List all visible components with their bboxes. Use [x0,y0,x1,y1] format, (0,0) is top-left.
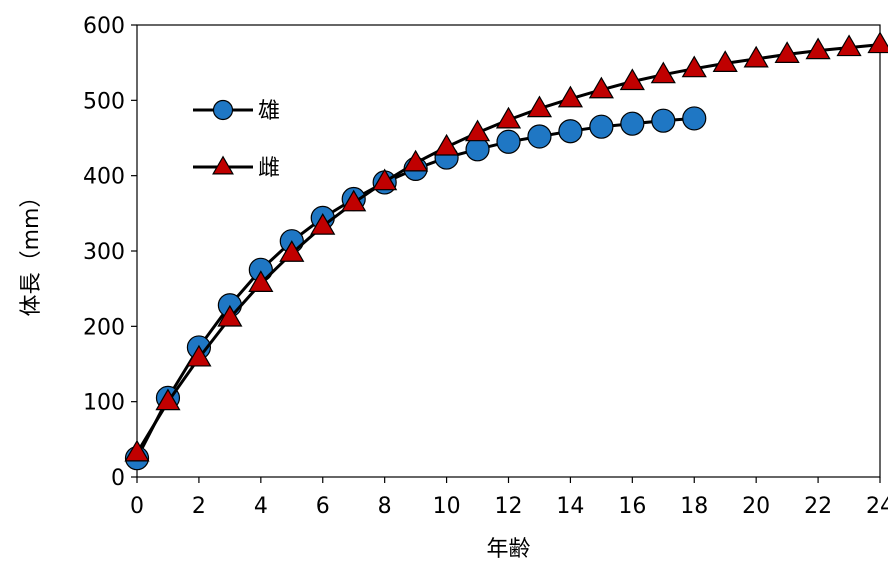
data-point-triangle [124,439,150,462]
x-tick-label: 12 [495,494,523,519]
data-point-triangle [495,106,522,129]
data-point-triangle [557,85,584,108]
x-tick-label: 6 [316,494,330,519]
y-tick-label: 300 [83,240,125,265]
data-point-triangle [155,388,181,411]
x-tick-label: 18 [680,494,708,519]
y-tick-label: 200 [83,315,125,340]
series-triangle [124,31,888,462]
x-axis-title: 年齢 [486,537,530,562]
x-tick-label: 24 [866,494,888,519]
y-tick-label: 500 [83,89,125,114]
legend-label: 雌 [258,156,280,181]
y-axis-title: 体長（mm） [19,186,44,317]
series-layer [124,31,888,471]
data-point-triangle [279,240,305,262]
y-tick-label: 100 [83,391,125,416]
y-axis-ticks: 0 100 200 300 400 500 600 [83,14,137,491]
data-point-triangle [650,61,676,84]
data-point-triangle [743,45,769,68]
legend: 雄雌 [193,99,280,181]
data-point-triangle [186,344,212,367]
data-point-triangle [403,149,429,172]
data-point-triangle [464,119,491,142]
data-point-triangle [433,133,460,156]
data-point-triangle [681,55,707,78]
data-point-triangle [774,41,800,63]
x-tick-label: 4 [254,494,268,519]
data-point-triangle [805,37,831,60]
data-point-circle [620,111,645,136]
data-point-circle [651,108,676,133]
x-tick-label: 8 [378,494,392,519]
data-point-triangle [836,34,862,57]
legend-marker-triangle [212,155,234,175]
data-point-circle [527,124,552,149]
data-point-triangle [867,31,888,54]
data-point-triangle [588,76,614,99]
legend-label: 雄 [258,99,280,124]
x-axis-ticks: 0 2 4 6 8 10 12 14 16 18 20 22 24 [130,477,888,519]
data-point-triangle [372,168,398,191]
data-point-triangle [310,212,336,235]
plot-frame [136,24,881,478]
x-tick-label: 10 [433,494,461,519]
y-tick-label: 600 [83,14,125,39]
data-point-circle [558,119,583,144]
data-point-triangle [619,68,645,91]
data-point-triangle [526,95,553,118]
x-tick-label: 2 [192,494,206,519]
x-tick-label: 20 [742,494,770,519]
data-point-triangle [341,189,367,212]
data-point-circle [682,106,707,131]
x-tick-label: 22 [804,494,832,519]
series-line [135,43,881,454]
data-point-triangle [217,304,243,327]
x-tick-label: 14 [556,494,584,519]
y-tick-label: 0 [111,466,125,491]
plot-area-border [136,24,881,478]
data-point-triangle [712,50,738,73]
legend-marker-circle [212,99,234,121]
x-tick-label: 16 [618,494,646,519]
data-point-circle [496,129,521,154]
y-tick-label: 400 [83,165,125,190]
data-point-circle [589,114,614,139]
x-tick-label: 0 [130,494,144,519]
data-point-triangle [248,270,274,292]
